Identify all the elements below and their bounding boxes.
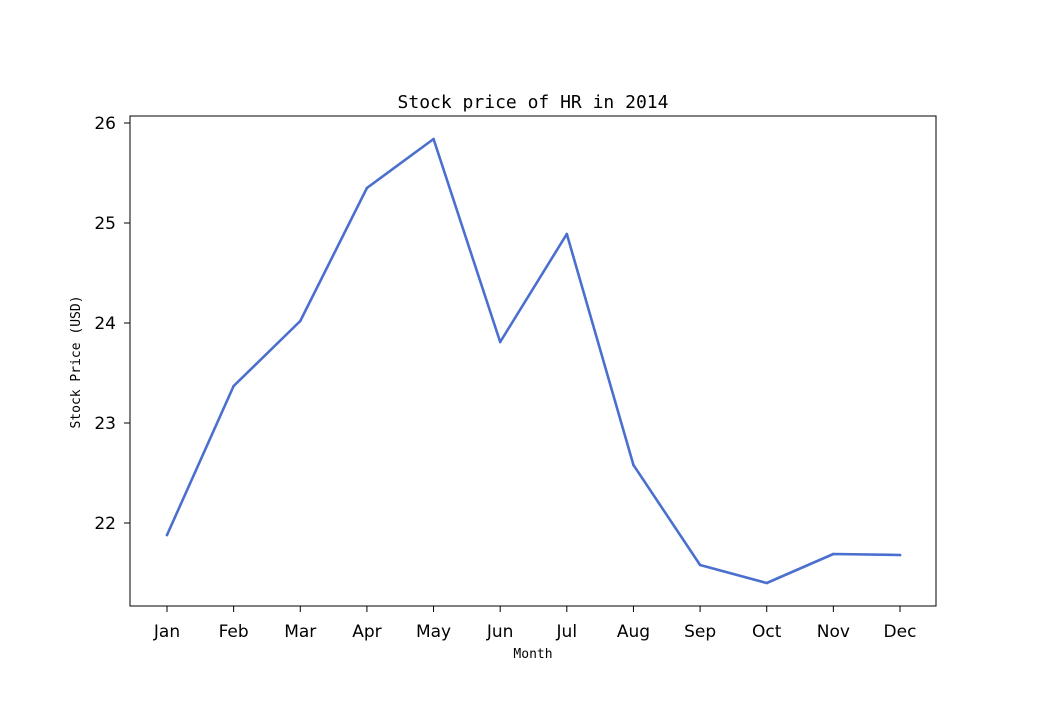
x-tick-label: Jul	[556, 622, 578, 642]
y-axis: 22 23 24 25 26	[94, 114, 130, 534]
chart-title: Stock price of HR in 2014	[398, 92, 669, 113]
y-tick-label: 24	[94, 314, 116, 334]
x-tick-label: Oct	[752, 622, 782, 642]
data-point	[632, 463, 635, 467]
data-point	[232, 384, 235, 388]
x-tick-label: Apr	[352, 622, 381, 642]
data-point	[365, 186, 369, 190]
series-line	[165, 137, 902, 585]
x-tick-label: Jan	[153, 622, 180, 642]
x-tick-label: Feb	[219, 622, 249, 642]
data-point	[432, 137, 435, 141]
x-tick-label: Mar	[284, 622, 316, 642]
y-axis-label: Stock Price (USD)	[69, 295, 84, 428]
x-tick-label: Jun	[486, 622, 514, 642]
data-point	[565, 232, 569, 236]
plot-area	[129, 115, 937, 607]
x-tick-label: Aug	[617, 622, 650, 642]
x-tick-label: Sep	[684, 622, 716, 642]
x-tick-label: Dec	[884, 622, 917, 642]
data-point	[298, 319, 302, 323]
x-tick-label: Nov	[817, 622, 850, 642]
y-tick-label: 22	[94, 514, 116, 534]
plot-frame	[129, 115, 937, 607]
data-point	[698, 563, 702, 567]
data-point	[765, 581, 769, 585]
y-tick-label: 26	[94, 114, 116, 134]
y-tick-label: 23	[94, 414, 116, 434]
x-axis-label: Month	[513, 647, 552, 662]
x-axis: Jan Feb Mar Apr May Jun Jul Aug Sep Oct Nov Dec	[153, 606, 917, 642]
y-tick-label: 25	[94, 214, 116, 234]
x-tick-label: May	[416, 622, 451, 642]
data-point	[898, 553, 902, 557]
data-point	[832, 552, 835, 556]
data-point	[165, 533, 169, 537]
data-point	[498, 340, 502, 344]
